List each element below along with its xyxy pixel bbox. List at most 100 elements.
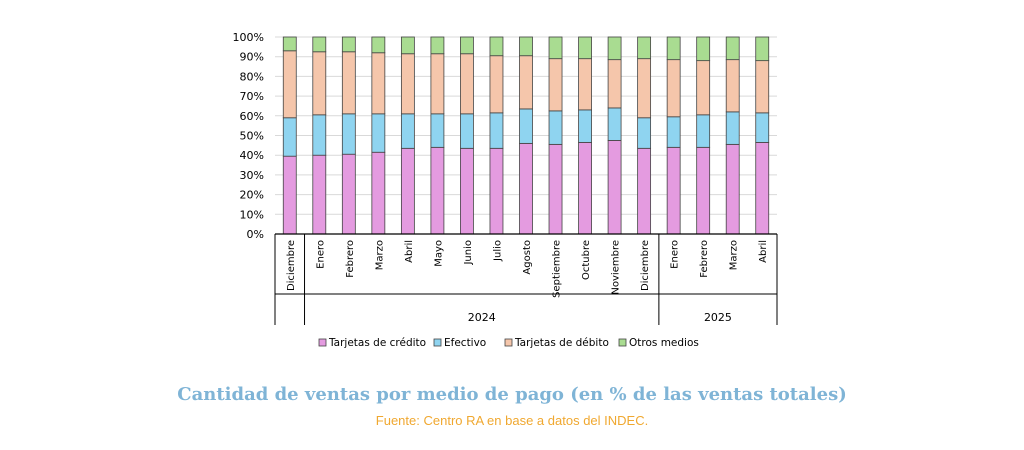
bar-segment (430, 113, 445, 148)
bar-segment (460, 147, 474, 235)
category-label: Noviembre (611, 240, 622, 295)
bar-segment (489, 55, 504, 114)
bar-segment (696, 36, 711, 62)
bar-segment (341, 51, 356, 115)
bar-segment (696, 146, 711, 235)
category-label: Mayo (433, 240, 444, 267)
bar-segment (548, 110, 563, 145)
bar-segment (696, 60, 711, 116)
chart-source: Fuente: Centro RA en base a datos del IN… (375, 413, 649, 428)
category-label: Abril (758, 240, 769, 263)
category-label: Enero (670, 240, 681, 269)
bar-segment (430, 36, 445, 55)
bar-segment (430, 53, 445, 115)
legend-label: Tarjetas de débito (514, 337, 609, 349)
bar-segment (341, 113, 356, 155)
category-axis: Diciembre Enero Febrero Marzo Abril Mayo Junio… (274, 233, 778, 325)
category-label: Marzo (374, 240, 385, 270)
bar-segment (755, 60, 770, 114)
y-tick-label: 60% (240, 110, 264, 123)
y-tick-label: 20% (240, 189, 264, 202)
bar-segment (430, 146, 445, 235)
y-tick-label: 30% (240, 169, 264, 182)
category-label: Agosto (522, 240, 533, 275)
bar-segment (400, 53, 415, 115)
bar-segment (637, 117, 652, 149)
bar-segment (400, 147, 415, 235)
bar-segment (548, 143, 563, 235)
y-tick-label: 0% (247, 228, 264, 241)
category-label: Junio (463, 240, 474, 266)
bar-segment (489, 112, 504, 149)
category-label: Julio (492, 240, 503, 262)
category-label: Marzo (729, 240, 740, 270)
bar-segment (666, 59, 681, 118)
legend-label: Otros medios (629, 337, 699, 349)
category-label: Enero (315, 240, 326, 269)
y-tick-label: 100% (233, 31, 264, 44)
chart-title: Cantidad de ventas por medio de pago (en… (177, 384, 847, 405)
bar-segment (666, 116, 681, 148)
bar-segment (578, 58, 592, 111)
bar-segment (607, 36, 622, 61)
bar-segment (578, 141, 592, 235)
bar-segment (755, 36, 770, 62)
category-label: Diciembre (286, 240, 297, 291)
bar-segment (637, 147, 652, 235)
bar-segment (400, 36, 415, 55)
bar-segment (282, 50, 297, 119)
bar-segment (519, 36, 533, 57)
y-tick-label: 10% (240, 208, 264, 221)
bar-segment (371, 113, 386, 153)
bar-segment (578, 36, 592, 60)
category-label: Octubre (581, 240, 592, 280)
bar-segment (755, 141, 770, 235)
category-label: Febrero (345, 240, 356, 278)
y-tick-label: 40% (240, 149, 264, 162)
bar-segment (725, 111, 740, 145)
bar-segment (696, 114, 711, 148)
bar-segment (460, 53, 474, 115)
bar-segment (519, 108, 533, 144)
category-label: Abril (404, 240, 415, 263)
bar-segment (666, 146, 681, 235)
bar-segment (371, 52, 386, 115)
bar-segment (725, 143, 740, 235)
bar-segment (548, 58, 563, 112)
y-tick-label: 70% (240, 90, 264, 103)
bar-segment (519, 142, 533, 235)
bar-segment (578, 109, 592, 143)
bar-segment (371, 36, 386, 54)
legend-label: Tarjetas de crédito (328, 337, 426, 349)
bar-segment (725, 36, 740, 61)
year-group-label: 2025 (704, 311, 732, 324)
legend-swatch (504, 338, 513, 347)
legend-label: Efectivo (444, 337, 486, 349)
bar-segment (312, 154, 327, 235)
bar-segment (725, 59, 740, 113)
y-tick-label: 80% (240, 70, 264, 83)
bar-segment (341, 36, 356, 53)
bar-segment (282, 155, 297, 235)
bar-segment (637, 36, 652, 60)
stacked-bar-chart: 0% 10% 20% 30% 40% 50% 60% 70% 80% 90% 100% Diciem… (233, 31, 778, 349)
bar-segment (282, 36, 297, 52)
bar-segment (460, 36, 474, 55)
y-tick-label: 50% (240, 130, 264, 143)
bar-segment (312, 51, 327, 116)
bar-segment (519, 55, 533, 110)
bar-segment (312, 36, 327, 53)
bar-segment (666, 36, 681, 61)
bar-segment (489, 147, 504, 235)
year-group-label: 2024 (468, 311, 496, 324)
bar-segment (341, 153, 356, 235)
category-label: Septiembre (552, 240, 563, 298)
bar-segment (400, 113, 415, 149)
legend: Tarjetas de crédito Efectivo Tarjetas de d… (318, 337, 699, 349)
category-label: Diciembre (640, 240, 651, 291)
bar-segment (371, 151, 386, 235)
legend-swatch (318, 338, 327, 347)
bar-segment (548, 36, 563, 60)
bar-segment (755, 112, 770, 143)
y-tick-label: 90% (240, 51, 264, 64)
